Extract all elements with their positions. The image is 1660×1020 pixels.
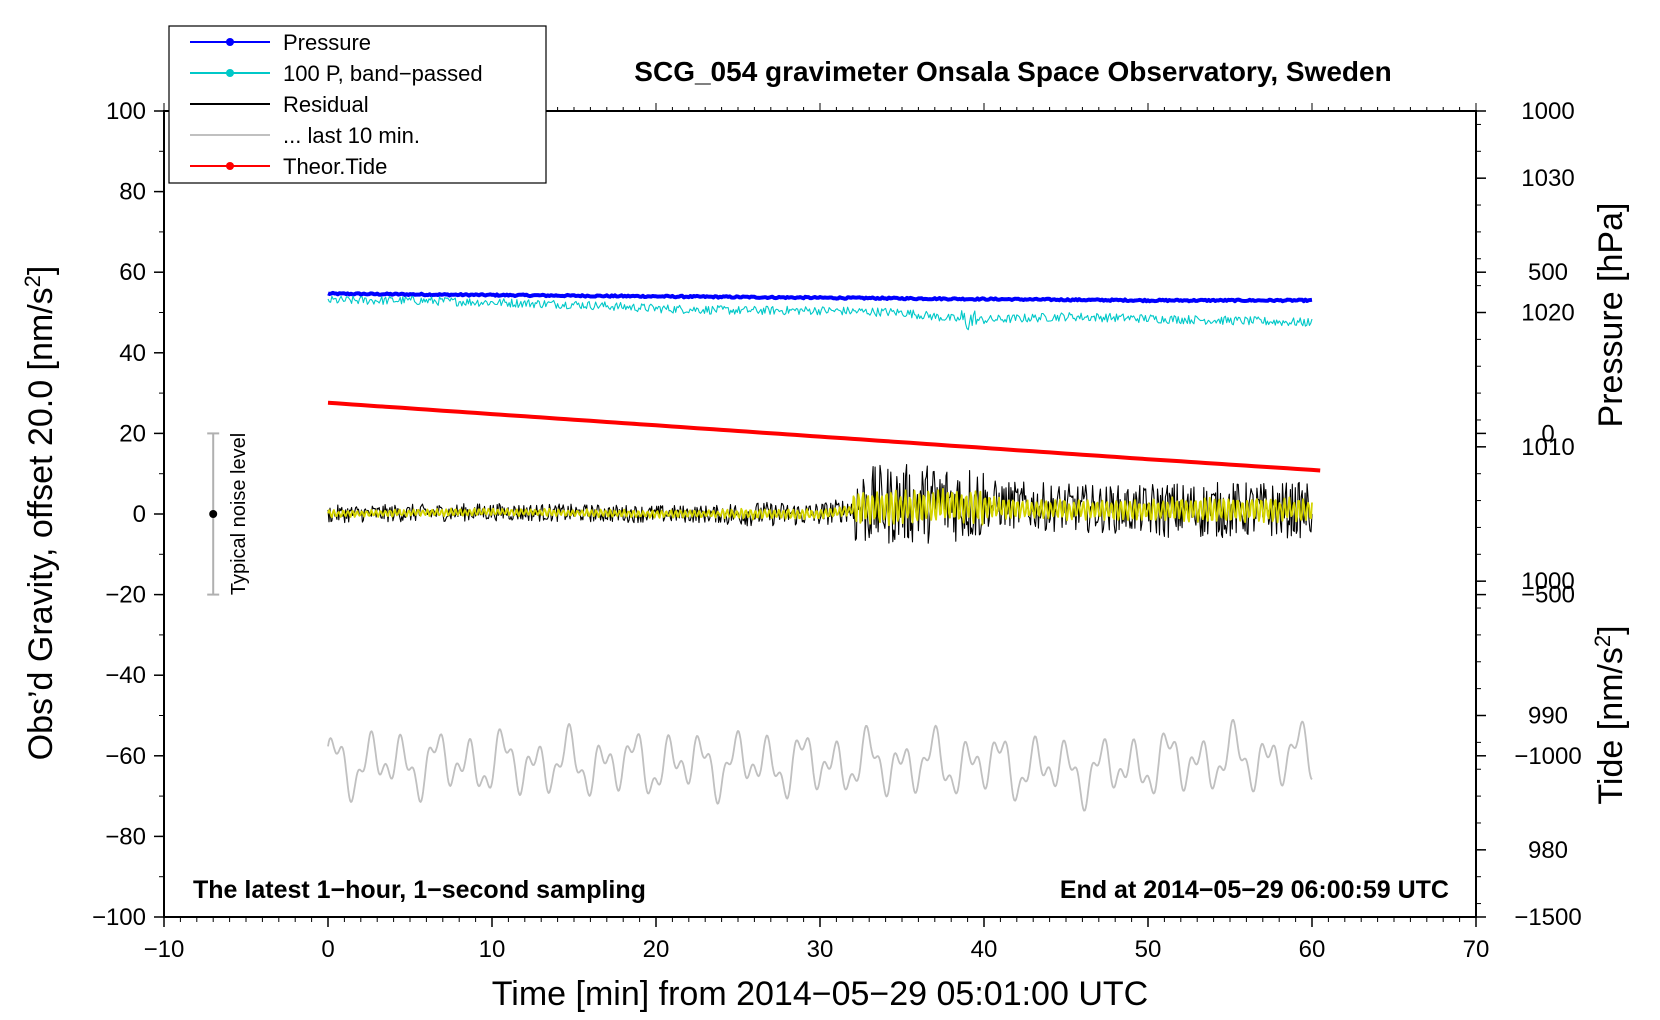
y-axis-label-left: Obs’d Gravity, offset 20.0 [nm/s2] [20,266,60,761]
legend-label: ... last 10 min. [283,123,420,148]
legend-entries: Pressure 100 P, band−passed Residual ... la… [190,30,483,179]
x-tick-label: 0 [321,936,334,963]
y-tick-label: −100 [92,904,146,931]
pressure-tick-label: 990 [1528,703,1568,730]
y-tick-label: 40 [119,340,146,367]
x-axis-label: Time [min] from 2014−05−29 05:01:00 UTC [492,975,1148,1013]
legend-label: Pressure [283,30,371,55]
y-tick-label: −60 [105,743,146,770]
y-tick-label: 0 [133,501,146,528]
x-tick-label: 30 [807,936,834,963]
tide-tick-label: −500 [1521,582,1575,609]
pressure-tick-label: 1000 [1521,568,1574,595]
x-tick-label: −10 [144,936,185,963]
pressure-tick-label: 1030 [1521,165,1574,192]
series-pressure [327,290,1313,304]
y-tick-label: 100 [106,98,146,125]
series-residual-smoothed [327,487,1313,527]
y-tick-label: −40 [105,662,146,689]
y-axis-label-tide-end: ] [1592,625,1630,634]
pressure-tick-label: 1020 [1521,300,1574,327]
x-tick-label: 70 [1463,936,1490,963]
tide-tick-label: 1000 [1521,98,1574,125]
axis-ticks: −10 0 10 20 30 40 50 60 70100806040200−20−40−60−… [92,98,1582,963]
y-axis-label-left-end: ] [22,266,60,275]
y-axis-label-left-main: Obs’d Gravity, offset 20.0 [nm/s [22,287,60,760]
y-axis-label-tide: Tide [nm/s2] [1590,625,1630,804]
y-tick-label: −20 [105,582,146,609]
tide-tick-label: −1500 [1514,904,1581,931]
legend-label: Residual [283,92,369,117]
tide-tick-label: 500 [1528,259,1568,286]
series-layer [327,290,1321,812]
y-axis-label-left-sup: 2 [20,275,45,287]
legend-label: 100 P, band−passed [283,61,483,86]
noise-level-indicator: Typical noise level [207,432,250,596]
noise-bar-center [209,510,218,518]
y-tick-label: 60 [119,259,146,286]
legend-marker [226,69,234,77]
x-tick-label: 60 [1299,936,1326,963]
y-axis-label-tide-main: Tide [nm/s [1592,647,1630,804]
x-tick-label: 40 [971,936,998,963]
y-tick-label: 20 [119,420,146,447]
tide-tick-label: 0 [1541,420,1554,447]
pressure-tick-label: 1010 [1521,434,1574,461]
y-axis-label-pressure: Pressure [hPa] [1592,203,1630,428]
chart-title: SCG_054 gravimeter Onsala Space Observat… [634,56,1391,87]
annotation-sampling: The latest 1−hour, 1−second sampling [193,876,646,904]
legend-marker [226,38,234,46]
annotation-end-time: End at 2014−05−29 06:00:59 UTC [1060,876,1449,904]
series-100-p-band-passed [327,295,1313,331]
noise-bar-label: Typical noise level [228,433,250,595]
y-tick-label: −80 [105,823,146,850]
x-tick-label: 20 [643,936,670,963]
x-tick-label: 50 [1135,936,1162,963]
x-tick-label: 10 [479,936,506,963]
pressure-tick-label: 980 [1528,837,1568,864]
tide-tick-label: −1000 [1514,743,1581,770]
series-theor-tide [327,400,1321,473]
y-axis-label-tide-sup: 2 [1590,635,1615,647]
legend: Pressure 100 P, band−passed Residual ... la… [168,25,547,184]
legend-label: Theor.Tide [283,154,387,179]
y-tick-label: 80 [119,179,146,206]
legend-marker [226,162,234,170]
series-last-10-min [327,719,1313,812]
